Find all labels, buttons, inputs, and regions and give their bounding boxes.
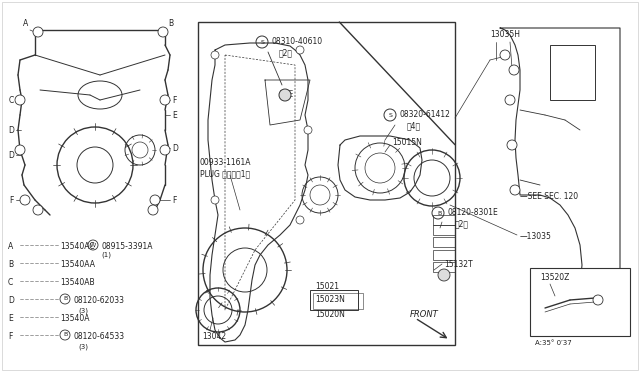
- Circle shape: [279, 89, 291, 101]
- Text: 08120-62033: 08120-62033: [73, 296, 124, 305]
- Text: 00933-1161A: 00933-1161A: [200, 158, 252, 167]
- Bar: [313, 293, 363, 309]
- Text: 08120-8301E: 08120-8301E: [447, 208, 498, 217]
- Bar: [433, 262, 455, 272]
- Text: S: S: [261, 39, 265, 45]
- Text: W: W: [90, 243, 96, 247]
- Circle shape: [160, 145, 170, 155]
- Text: C: C: [9, 96, 14, 105]
- Circle shape: [593, 295, 603, 305]
- Circle shape: [15, 145, 25, 155]
- Circle shape: [20, 195, 30, 205]
- Text: D: D: [172, 144, 178, 153]
- Text: F: F: [10, 196, 14, 205]
- Text: D: D: [8, 125, 14, 135]
- Text: C: C: [8, 278, 13, 287]
- Text: S: S: [389, 112, 393, 118]
- Text: D: D: [8, 296, 14, 305]
- Text: 13042: 13042: [202, 332, 226, 341]
- Text: B: B: [8, 260, 13, 269]
- Bar: [433, 215, 455, 225]
- Text: E: E: [172, 110, 177, 119]
- Text: FRONT: FRONT: [410, 310, 439, 319]
- Circle shape: [33, 27, 43, 37]
- Circle shape: [150, 195, 160, 205]
- Text: 13540A: 13540A: [60, 314, 90, 323]
- Text: E: E: [8, 314, 13, 323]
- Bar: [433, 225, 455, 235]
- Bar: [198, 22, 455, 345]
- Text: 08310-40610: 08310-40610: [271, 37, 322, 46]
- Bar: [530, 268, 630, 336]
- Text: 08915-3391A: 08915-3391A: [101, 242, 152, 251]
- Text: 15023N: 15023N: [315, 295, 345, 304]
- Text: F: F: [172, 96, 177, 105]
- Text: 15020N: 15020N: [315, 310, 345, 319]
- Text: 15021: 15021: [315, 282, 339, 291]
- Circle shape: [507, 140, 517, 150]
- Text: 13540AA: 13540AA: [60, 260, 95, 269]
- Circle shape: [158, 27, 168, 37]
- Text: A: A: [23, 19, 28, 28]
- Circle shape: [211, 51, 219, 59]
- Text: （4）: （4）: [407, 121, 421, 130]
- Circle shape: [304, 126, 312, 134]
- Text: 13540AC: 13540AC: [60, 242, 95, 251]
- Text: 13035H: 13035H: [490, 30, 520, 39]
- Circle shape: [438, 269, 450, 281]
- Circle shape: [510, 185, 520, 195]
- Circle shape: [15, 95, 25, 105]
- Text: (3): (3): [78, 343, 88, 350]
- Circle shape: [160, 95, 170, 105]
- Text: 13520Z: 13520Z: [540, 273, 570, 282]
- Text: (3): (3): [78, 307, 88, 314]
- Bar: [550, 45, 595, 100]
- Text: 13540AB: 13540AB: [60, 278, 95, 287]
- Bar: [433, 237, 455, 247]
- Circle shape: [500, 50, 510, 60]
- Circle shape: [505, 95, 515, 105]
- Text: F: F: [172, 196, 177, 205]
- Text: 15015N: 15015N: [392, 138, 422, 147]
- Text: B: B: [63, 333, 67, 337]
- Text: （2）: （2）: [455, 219, 469, 228]
- Text: B: B: [63, 296, 67, 301]
- Polygon shape: [265, 80, 310, 125]
- Text: D: D: [8, 151, 14, 160]
- Bar: [310, 290, 358, 310]
- Bar: [433, 250, 455, 260]
- Text: —SEE SEC. 120: —SEE SEC. 120: [520, 192, 578, 201]
- Text: (1): (1): [101, 252, 111, 259]
- Circle shape: [296, 46, 304, 54]
- Text: （2）: （2）: [279, 48, 293, 57]
- Circle shape: [509, 65, 519, 75]
- Text: PLUG プラグ（1）: PLUG プラグ（1）: [200, 169, 250, 178]
- Circle shape: [33, 205, 43, 215]
- Text: B: B: [437, 211, 441, 215]
- Text: B: B: [168, 19, 173, 28]
- Text: 15132T: 15132T: [444, 260, 472, 269]
- Text: F: F: [8, 332, 12, 341]
- Text: 08120-64533: 08120-64533: [73, 332, 124, 341]
- Text: —13035: —13035: [520, 232, 552, 241]
- Circle shape: [148, 205, 158, 215]
- Text: 08320-61412: 08320-61412: [399, 110, 450, 119]
- Circle shape: [296, 216, 304, 224]
- Text: A:35° 0′37: A:35° 0′37: [535, 340, 572, 346]
- Circle shape: [211, 196, 219, 204]
- Text: A: A: [8, 242, 13, 251]
